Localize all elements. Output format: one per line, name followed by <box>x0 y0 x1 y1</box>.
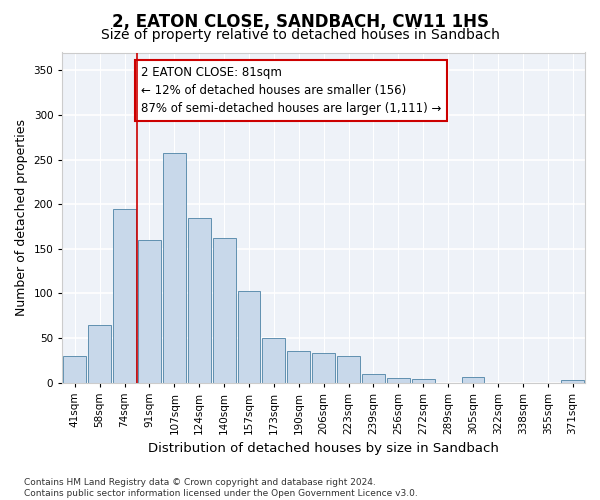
Bar <box>412 379 434 382</box>
Text: Contains HM Land Registry data © Crown copyright and database right 2024.
Contai: Contains HM Land Registry data © Crown c… <box>24 478 418 498</box>
Bar <box>138 240 161 382</box>
Bar <box>561 380 584 382</box>
Bar <box>64 356 86 382</box>
X-axis label: Distribution of detached houses by size in Sandbach: Distribution of detached houses by size … <box>148 442 499 455</box>
Bar <box>312 353 335 382</box>
Bar <box>337 356 360 382</box>
Bar <box>88 324 111 382</box>
Bar <box>461 377 484 382</box>
Bar <box>238 290 260 382</box>
Text: 2 EATON CLOSE: 81sqm
← 12% of detached houses are smaller (156)
87% of semi-deta: 2 EATON CLOSE: 81sqm ← 12% of detached h… <box>141 66 441 115</box>
Text: Size of property relative to detached houses in Sandbach: Size of property relative to detached ho… <box>101 28 499 42</box>
Text: 2, EATON CLOSE, SANDBACH, CW11 1HS: 2, EATON CLOSE, SANDBACH, CW11 1HS <box>112 12 488 30</box>
Bar <box>287 352 310 382</box>
Y-axis label: Number of detached properties: Number of detached properties <box>15 119 28 316</box>
Bar <box>387 378 410 382</box>
Bar <box>188 218 211 382</box>
Bar <box>113 208 136 382</box>
Bar <box>212 238 236 382</box>
Bar <box>362 374 385 382</box>
Bar <box>163 154 186 382</box>
Bar <box>262 338 286 382</box>
